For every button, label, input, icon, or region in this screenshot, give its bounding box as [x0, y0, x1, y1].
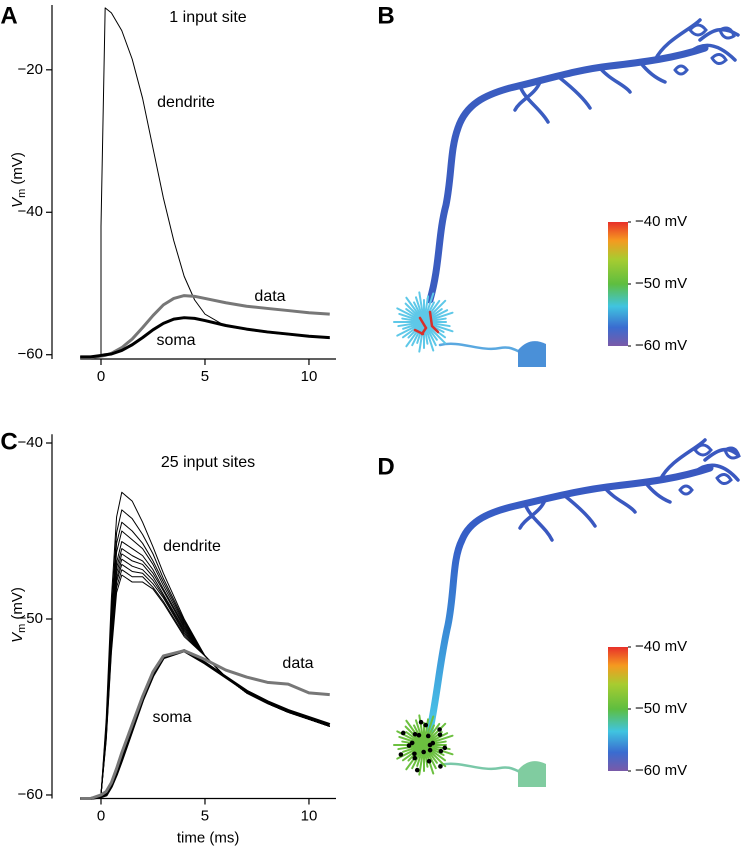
input-site	[442, 745, 448, 751]
neuron-b	[393, 18, 740, 367]
x-tick-label: 5	[201, 368, 209, 385]
annotation: 25 input sites	[161, 454, 255, 471]
x-tick-label: 5	[201, 807, 209, 824]
y-axis-label: Vm (mV)	[9, 587, 28, 643]
y-tick-label: −50	[18, 610, 43, 627]
input-site	[427, 747, 433, 753]
y-tick-label: −20	[18, 61, 43, 78]
y-axis-label: Vm (mV)	[9, 152, 28, 208]
input-site	[412, 755, 418, 761]
x-tick-label: 10	[301, 368, 318, 385]
trace	[80, 294, 330, 360]
y-label-subscript: m	[16, 189, 28, 198]
input-site	[421, 749, 426, 755]
colorbar-tick-label: −50 mV	[635, 275, 687, 292]
x-axis-label: time (ms)	[177, 829, 240, 846]
input-site	[438, 764, 443, 769]
input-site	[426, 758, 432, 764]
input-site	[414, 767, 420, 773]
annotation: 1 input site	[169, 9, 246, 26]
input-site	[430, 740, 436, 746]
trace	[80, 649, 330, 800]
panel-label: A	[0, 2, 17, 29]
colorbar-tick-label: −60 mV	[635, 762, 687, 779]
x-tick-label: 10	[301, 807, 318, 824]
input-site	[412, 751, 417, 757]
y-tick-label: −60	[18, 346, 43, 363]
annotation: soma	[156, 332, 195, 349]
input-site	[409, 740, 415, 746]
input-site	[425, 733, 431, 739]
trace	[80, 316, 330, 359]
annotation: data	[254, 288, 285, 305]
input-site	[423, 722, 429, 728]
input-site	[412, 731, 418, 737]
y-tick-label: −40	[18, 434, 43, 451]
input-site	[437, 732, 443, 738]
input-site	[406, 743, 412, 748]
neuron-d	[393, 438, 741, 787]
colorbar	[608, 647, 628, 771]
panel-label: C	[0, 428, 17, 455]
y-tick-label: −40	[18, 203, 43, 220]
trace	[80, 574, 330, 799]
y-label-subscript: m	[16, 624, 28, 633]
x-tick-label: 0	[97, 368, 105, 385]
input-site	[438, 748, 444, 754]
input-site	[437, 727, 442, 732]
panel-label: B	[377, 2, 394, 29]
annotation: soma	[152, 709, 191, 726]
colorbar-tick-label: −40 mV	[635, 638, 687, 655]
input-site	[398, 752, 404, 757]
y-label-unit: (mV)	[9, 587, 26, 620]
input-site	[416, 732, 422, 738]
y-label-symbol: V	[9, 196, 26, 208]
input-site	[400, 730, 406, 736]
panel-label: D	[377, 453, 394, 480]
annotation: dendrite	[157, 94, 215, 111]
y-tick-label: −60	[18, 786, 43, 803]
colorbar-tick-label: −40 mV	[635, 213, 687, 230]
input-site	[418, 719, 424, 725]
colorbar-tick-label: −50 mV	[635, 700, 687, 717]
x-tick-label: 0	[97, 807, 105, 824]
trace	[80, 7, 330, 358]
y-label-symbol: V	[9, 631, 26, 643]
y-label-unit: (mV)	[9, 152, 26, 185]
dendrite-branch	[423, 317, 447, 323]
colorbar	[608, 222, 628, 346]
trace	[80, 649, 331, 800]
annotation: data	[282, 655, 313, 672]
annotation: dendrite	[163, 538, 221, 555]
colorbar-tick-label: −60 mV	[635, 337, 687, 354]
